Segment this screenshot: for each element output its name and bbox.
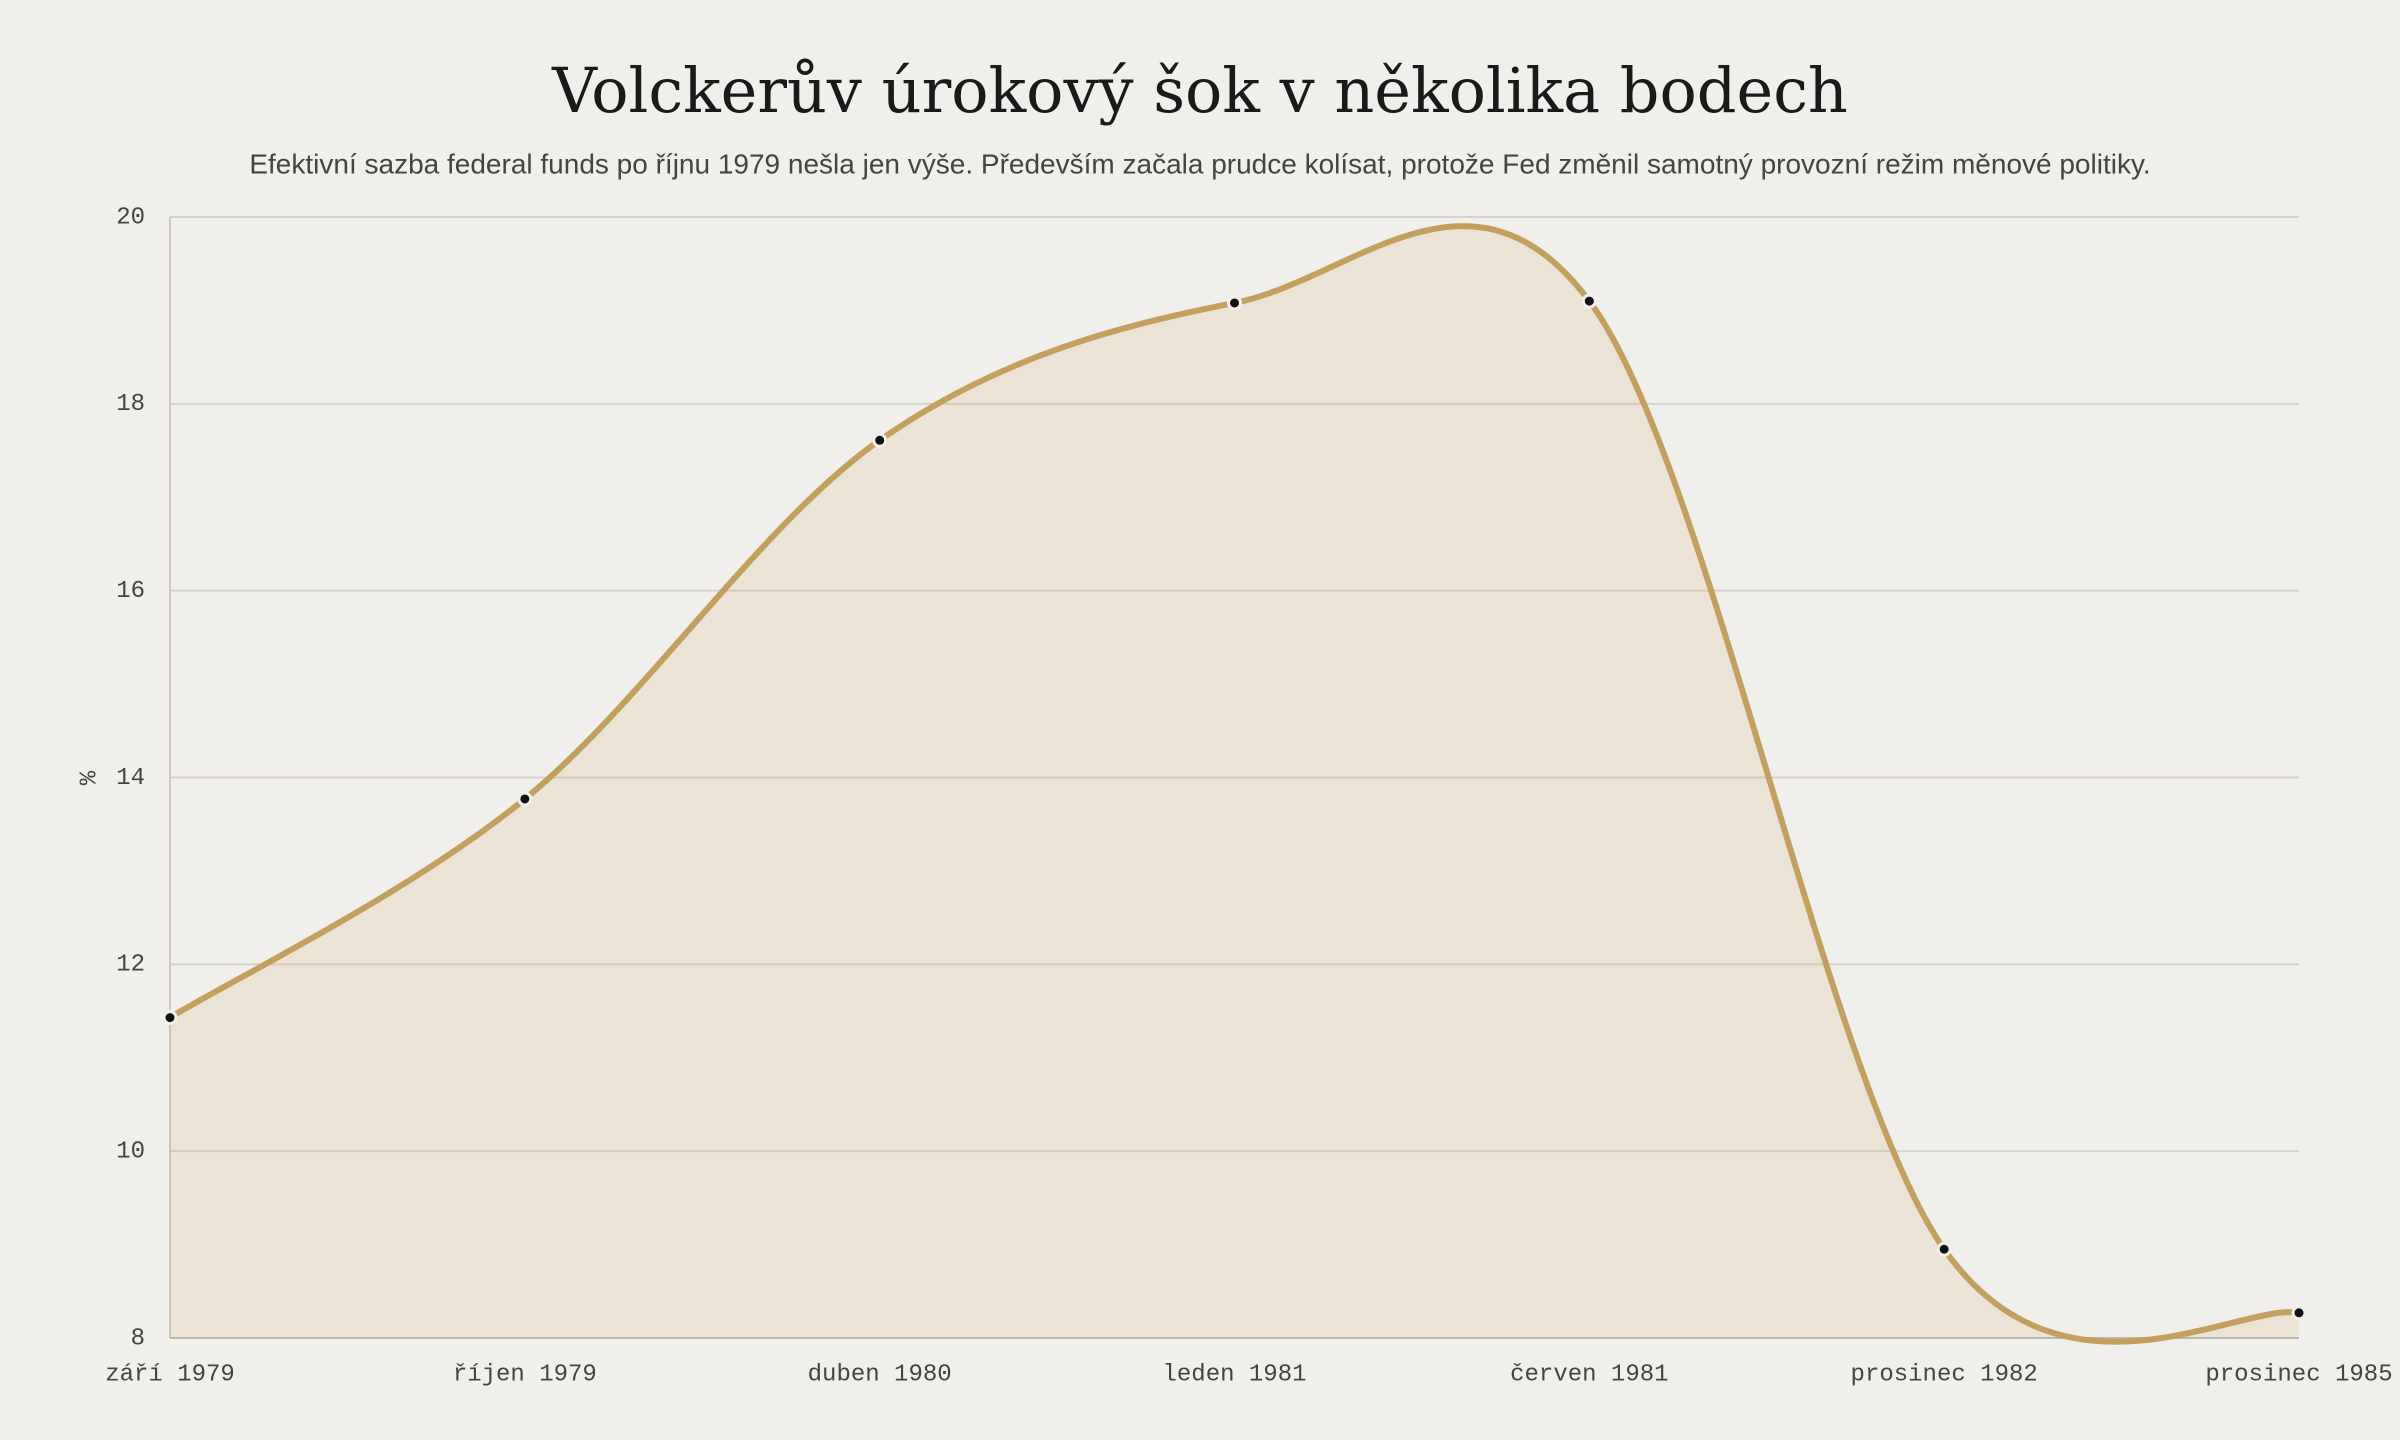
x-tick-label: říjen 1979	[453, 1361, 597, 1388]
y-tick-label: 18	[116, 391, 145, 418]
chart-subtitle: Efektivní sazba federal funds po říjnu 1…	[249, 148, 2150, 179]
point	[872, 432, 888, 448]
x-tick-label: prosinec 1982	[1851, 1361, 2038, 1388]
x-tick-label: červen 1981	[1510, 1361, 1668, 1388]
point	[2291, 1305, 2307, 1321]
point	[162, 1010, 178, 1026]
y-tick-label: 8	[131, 1325, 145, 1352]
y-tick-label: 16	[116, 578, 145, 605]
x-tick-label: leden 1981	[1162, 1361, 1306, 1388]
y-tick-label: 20	[116, 204, 145, 231]
x-tick-label: duben 1980	[808, 1361, 952, 1388]
point	[1227, 295, 1242, 311]
y-tick-label: 12	[116, 952, 145, 979]
point	[1936, 1241, 1952, 1257]
chart-title: Volckerův úrokový šok v několika bodech	[551, 54, 1848, 127]
x-tick-label: prosinec 1985	[2205, 1361, 2392, 1388]
x-tick-label: září 1979	[105, 1361, 235, 1388]
line	[168, 223, 2300, 1345]
y-axis-label: %	[76, 770, 103, 785]
y-tick-label: 14	[116, 765, 145, 792]
point	[517, 791, 533, 807]
y-tick-label: 10	[116, 1139, 145, 1166]
area	[170, 226, 2299, 1342]
point	[1581, 293, 1597, 309]
